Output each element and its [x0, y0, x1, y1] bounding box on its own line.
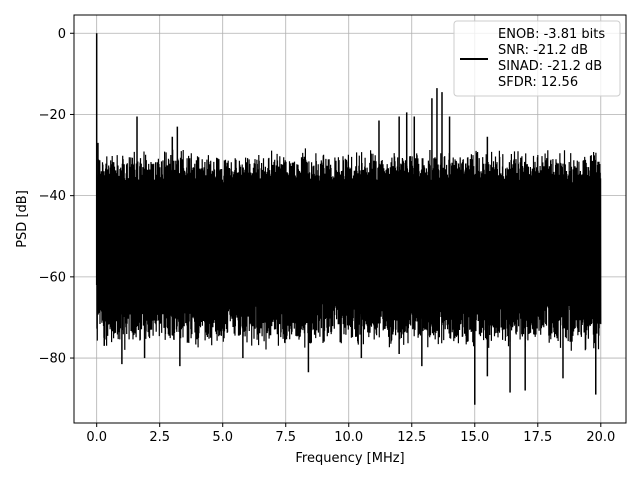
legend-sfdr: SFDR: 12.56	[498, 75, 578, 90]
psd-series	[95, 33, 602, 405]
y-tick-label: −80	[39, 352, 66, 367]
x-tick-label: 5.0	[212, 430, 233, 445]
x-tick-label: 10.0	[334, 430, 363, 445]
x-axis-ticks: 0.0 2.5 5.0 7.5 10.0 12.5 15.0 17.5 20.0	[86, 423, 615, 445]
legend-box	[453, 20, 621, 97]
y-tick-label: 0	[58, 27, 66, 42]
legend-sinad: SINAD: -21.2 dB	[498, 59, 602, 74]
x-tick-label: 17.5	[523, 430, 552, 445]
x-tick-label: 0.0	[86, 430, 107, 445]
x-tick-label: 12.5	[397, 430, 426, 445]
y-tick-label: −40	[39, 189, 66, 204]
psd-trace	[95, 33, 602, 405]
axes-frame	[73, 14, 627, 424]
x-tick-label: 15.0	[460, 430, 489, 445]
psd-noise-trace	[96, 148, 602, 351]
legend-snr: SNR: -21.2 dB	[498, 43, 588, 58]
y-axis-ticks: 0 −20 −40 −60 −80	[39, 27, 74, 367]
x-tick-label: 20.0	[586, 430, 615, 445]
x-tick-label: 2.5	[149, 430, 170, 445]
legend-enob: ENOB: -3.81 bits	[498, 27, 605, 42]
x-axis-label: Frequency [MHz]	[295, 451, 404, 466]
y-axis-label: PSD [dB]	[15, 190, 30, 248]
y-tick-label: −60	[39, 270, 66, 285]
y-tick-label: −20	[39, 108, 66, 123]
x-tick-label: 7.5	[275, 430, 296, 445]
legend: ENOB: -3.81 bits SNR: -21.2 dB SINAD: -2…	[453, 20, 621, 97]
